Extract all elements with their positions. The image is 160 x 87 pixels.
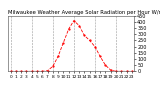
- Text: Milwaukee Weather Average Solar Radiation per Hour W/m2 (Last 24 Hours): Milwaukee Weather Average Solar Radiatio…: [8, 10, 160, 15]
